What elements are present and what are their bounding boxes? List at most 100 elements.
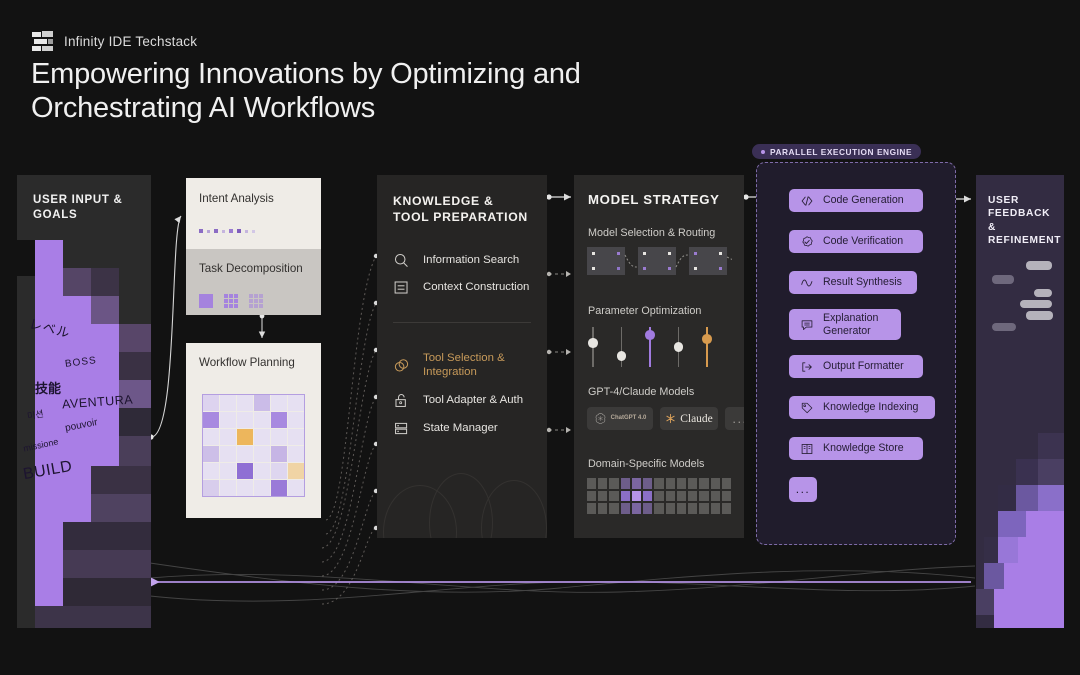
routing-node [587,247,625,275]
knowledge-item-label: Tool Selection & Integration [423,352,505,378]
check-seal-icon [802,235,813,247]
knowledge-item-context-construction[interactable]: Context Construction [393,279,529,296]
knowledge-item-information-search[interactable]: Information Search [393,252,519,269]
solid-block-icon [199,294,213,308]
card-workflow-planning[interactable]: Workflow Planning [186,343,321,518]
exec-item-result-synthesis[interactable]: Result Synthesis [789,271,917,294]
exec-item-label: Code Verification [823,235,904,248]
section-label-model-selection: Model Selection & Routing [588,227,716,239]
model-chip-chatgpt[interactable]: ChatGPT 4.0 [587,407,653,430]
pixel-mosaic: レベル BOSS 技能 미션 AVENTURA pouvoir missione… [17,240,151,628]
card-intent-analysis[interactable]: Intent Analysis [186,178,321,249]
knowledge-item-label: Tool Adapter & Auth [423,393,524,406]
exec-item-knowledge-store[interactable]: Knowledge Store [789,437,923,460]
model-chips[interactable]: ChatGPT 4.0 Claude ... [587,407,744,430]
section-label-parameter-optimization: Parameter Optimization [588,305,702,317]
exec-item-label: Knowledge Store [823,442,904,455]
dotted-grid-icon [224,294,238,308]
message-bubble [1026,261,1052,270]
card-task-decomposition-title: Task Decomposition [199,262,303,275]
more-icon: ... [795,481,811,496]
matrix-grid [202,394,305,497]
tag-icon [801,402,813,413]
message-bubble [1020,300,1052,308]
routing-node [689,247,727,275]
exec-item-code-verification[interactable]: Code Verification [789,230,923,253]
message-bubble [992,275,1014,284]
exec-item-label: Code Generation [823,194,904,207]
block-icons [199,294,263,308]
knowledge-item-tool-adapter-auth[interactable]: Tool Adapter & Auth [393,392,523,409]
stacked-layers-icon [32,31,53,52]
dot-sequence-icon [199,229,255,233]
slider-2[interactable] [645,327,655,367]
brand: Infinity IDE Techstack [32,31,197,52]
model-chip-label: Claude [680,412,713,425]
model-chip-more[interactable]: ... [725,407,744,430]
exec-item-code-generation[interactable]: Code Generation [789,189,923,212]
routing-links [624,254,732,268]
model-chip-claude[interactable]: Claude [660,407,718,430]
exec-item-label: Output Formatter [823,360,904,373]
slider-3[interactable] [673,327,683,367]
panel-feedback-title: USER FEEDBACK & REFINEMENT [988,195,1062,247]
panel-knowledge-title: KNOWLEDGE & TOOL PREPARATION [393,194,528,225]
panel-model-strategy-title: MODEL STRATEGY [588,192,720,207]
panel-model-strategy[interactable]: MODEL STRATEGY Model Selection & Routing… [574,175,744,538]
panel-knowledge-tool-preparation[interactable]: KNOWLEDGE & TOOL PREPARATION Information… [377,175,547,538]
knowledge-item-label: State Manager [423,421,498,434]
parameter-sliders[interactable] [588,327,712,367]
card-workflow-planning-title: Workflow Planning [199,356,295,369]
panel-user-input-title: USER INPUT & GOALS [33,194,123,222]
slider-4[interactable] [702,327,712,367]
unlocked-padlock-icon [395,394,406,407]
exec-item-label: Explanation Generator [823,312,879,337]
knowledge-item-label: Information Search [423,253,520,266]
exec-item-knowledge-indexing[interactable]: Knowledge Indexing [789,396,935,419]
slider-0[interactable] [588,327,598,367]
exec-item-explanation-generator[interactable]: Explanation Generator [789,309,901,340]
more-icon: ... [732,411,744,426]
domain-dot-grid [587,478,731,514]
exec-item-output-formatter[interactable]: Output Formatter [789,355,923,378]
server-stack-icon [395,422,408,435]
knowledge-item-tool-selection[interactable]: Tool Selection & Integration [393,352,531,380]
exec-item-more[interactable]: ... [789,477,817,502]
message-bubble [992,323,1016,331]
book-shelf-icon [801,443,813,454]
model-chip-label: ChatGPT 4.0 [610,415,647,422]
panel-parallel-execution-engine[interactable]: Code Generation Code Verification Result… [756,162,956,545]
page-title: Empowering Innovations by Optimizing and… [31,58,581,124]
code-brackets-icon [801,195,813,206]
export-arrow-icon [802,361,812,372]
parallel-engine-badge-label: PARALLEL EXECUTION ENGINE [770,146,913,157]
wave-icon [801,279,813,286]
divider [393,322,531,323]
interlocking-circles-icon [394,359,409,372]
exec-item-label: Result Synthesis [823,276,902,289]
pixel-mosaic [976,433,1064,628]
card-task-decomposition[interactable]: Task Decomposition [186,249,321,315]
claude-icon [666,413,675,424]
panel-user-feedback-refinement[interactable]: USER FEEDBACK & REFINEMENT [976,175,1064,628]
knowledge-item-label: Context Construction [423,280,530,293]
card-intent-analysis-title: Intent Analysis [199,192,274,205]
routing-node [638,247,676,275]
speech-lines-icon [801,319,813,330]
routing-nodes [587,247,727,275]
exec-item-label: Knowledge Indexing [823,401,919,414]
panel-user-input[interactable]: USER INPUT & GOALS レ [17,175,151,628]
parallel-engine-badge: PARALLEL EXECUTION ENGINE [752,144,922,159]
knowledge-item-state-manager[interactable]: State Manager [393,420,498,437]
message-bubble [1034,289,1052,297]
dotted-grid-icon-faded [249,294,263,308]
message-bubble [1026,311,1053,320]
section-label-domain-specific: Domain-Specific Models [588,458,705,470]
decorative-blob [481,480,547,538]
brand-name: Infinity IDE Techstack [64,34,198,49]
openai-icon [595,413,606,424]
status-dot-icon [761,149,765,154]
slider-1[interactable] [616,327,626,367]
wordmark: 技能 [35,381,62,396]
